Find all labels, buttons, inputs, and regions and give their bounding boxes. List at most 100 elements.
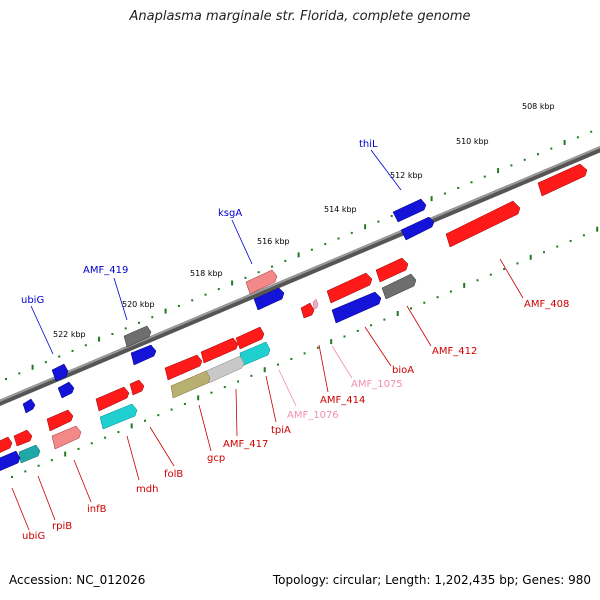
minor-tick bbox=[582, 234, 585, 237]
gene-label[interactable]: folB bbox=[164, 469, 183, 480]
gene-feature[interactable] bbox=[95, 386, 130, 412]
minor-tick bbox=[356, 329, 359, 332]
gene-feature[interactable] bbox=[253, 287, 285, 311]
gene-label[interactable]: tpiA bbox=[271, 425, 291, 436]
gene-label[interactable]: AMF_412 bbox=[432, 346, 477, 357]
minor-tick bbox=[310, 248, 313, 251]
gene-feature[interactable] bbox=[537, 163, 588, 197]
gene-label[interactable]: thiL bbox=[359, 139, 378, 150]
gene-label[interactable]: ksgA bbox=[218, 208, 242, 219]
gene-label[interactable]: gcp bbox=[207, 453, 225, 464]
minor-tick bbox=[37, 464, 40, 467]
gene-label[interactable]: AMF_414 bbox=[320, 395, 365, 406]
minor-tick bbox=[183, 402, 186, 405]
minor-tick bbox=[343, 335, 346, 338]
gene-feature[interactable] bbox=[0, 436, 13, 454]
gene-feature[interactable] bbox=[245, 269, 278, 295]
gene-label[interactable]: AMF_1075 bbox=[351, 379, 403, 390]
gene-feature[interactable] bbox=[164, 354, 203, 381]
gene-feature[interactable] bbox=[129, 379, 145, 396]
scale-label: 514 kbp bbox=[324, 205, 357, 214]
gene-feature[interactable] bbox=[0, 450, 21, 472]
scale-label: 516 kbp bbox=[257, 237, 290, 246]
minor-tick bbox=[457, 186, 460, 189]
major-tick bbox=[497, 168, 500, 174]
minor-tick bbox=[77, 447, 80, 450]
gene-feature[interactable] bbox=[18, 444, 41, 464]
gene-feature[interactable] bbox=[331, 291, 382, 324]
minor-tick bbox=[117, 431, 120, 434]
gene-label[interactable]: mdh bbox=[136, 484, 158, 495]
minor-tick bbox=[90, 442, 93, 445]
scale-label: 510 kbp bbox=[456, 137, 489, 146]
gene-feature[interactable] bbox=[205, 355, 245, 384]
gene-feature[interactable] bbox=[312, 298, 319, 310]
gene-feature[interactable] bbox=[235, 326, 265, 350]
leader-lines bbox=[11, 149, 524, 531]
major-tick bbox=[64, 451, 67, 457]
major-tick bbox=[98, 336, 101, 342]
gene-label[interactable]: rpiB bbox=[52, 521, 72, 532]
minor-tick bbox=[476, 279, 479, 282]
gene-feature[interactable] bbox=[445, 200, 521, 248]
minor-tick bbox=[537, 153, 539, 156]
minor-tick bbox=[217, 288, 220, 291]
minor-tick bbox=[250, 374, 253, 377]
gene-features bbox=[0, 163, 588, 472]
gene-label[interactable]: bioA bbox=[392, 365, 414, 376]
map-title: Anaplasma marginale str. Florida, comple… bbox=[129, 9, 471, 24]
gene-feature[interactable] bbox=[13, 429, 33, 447]
minor-tick bbox=[483, 175, 486, 178]
gene-label[interactable]: ubiG bbox=[22, 531, 45, 542]
gene-feature[interactable] bbox=[51, 425, 82, 450]
major-tick bbox=[164, 308, 167, 314]
minor-tick bbox=[191, 299, 194, 302]
minor-tick bbox=[284, 259, 287, 262]
gene-feature[interactable] bbox=[375, 257, 409, 283]
major-tick bbox=[596, 226, 599, 232]
gene-label[interactable]: infB bbox=[87, 504, 107, 515]
scale-label: 518 kbp bbox=[190, 269, 223, 278]
minor-tick bbox=[58, 355, 61, 358]
minor-tick bbox=[516, 262, 519, 265]
gene-feature[interactable] bbox=[22, 398, 36, 414]
minor-tick bbox=[350, 231, 353, 234]
lower-tick-track bbox=[11, 226, 599, 478]
gene-feature[interactable] bbox=[326, 272, 373, 304]
major-tick bbox=[231, 280, 234, 286]
scale-label: 520 kbp bbox=[122, 300, 155, 309]
gene-feature[interactable] bbox=[123, 325, 152, 348]
gene-feature[interactable] bbox=[130, 344, 157, 366]
gene-label[interactable]: ubiG bbox=[21, 295, 44, 306]
gene-feature[interactable] bbox=[57, 381, 75, 399]
scale-label: 512 kbp bbox=[390, 171, 423, 180]
gene-label[interactable]: AMF_1076 bbox=[287, 410, 339, 421]
major-tick bbox=[297, 252, 300, 258]
minor-tick bbox=[410, 307, 412, 310]
minor-tick bbox=[316, 346, 319, 349]
minor-tick bbox=[390, 215, 393, 218]
minor-tick bbox=[157, 414, 160, 417]
minor-tick bbox=[210, 391, 213, 394]
backbone bbox=[0, 145, 600, 407]
minor-tick bbox=[436, 296, 439, 299]
gene-label[interactable]: AMF_419 bbox=[83, 265, 128, 276]
minor-tick bbox=[223, 386, 226, 389]
gene-feature[interactable] bbox=[46, 409, 74, 432]
minor-tick bbox=[503, 268, 506, 271]
gene-label[interactable]: AMF_417 bbox=[223, 439, 268, 450]
gene-feature[interactable] bbox=[170, 370, 211, 399]
gene-feature[interactable] bbox=[400, 216, 435, 241]
gene-feature[interactable] bbox=[392, 198, 427, 223]
gene-feature[interactable] bbox=[99, 403, 138, 430]
gene-feature[interactable] bbox=[200, 337, 239, 364]
minor-tick bbox=[523, 158, 526, 161]
gene-label[interactable]: AMF_408 bbox=[524, 299, 569, 310]
gene-feature[interactable] bbox=[51, 363, 69, 382]
major-tick bbox=[430, 196, 433, 202]
major-tick bbox=[263, 367, 266, 373]
gene-feature[interactable] bbox=[381, 273, 417, 300]
gene-feature[interactable] bbox=[300, 302, 315, 319]
minor-tick bbox=[151, 316, 154, 319]
